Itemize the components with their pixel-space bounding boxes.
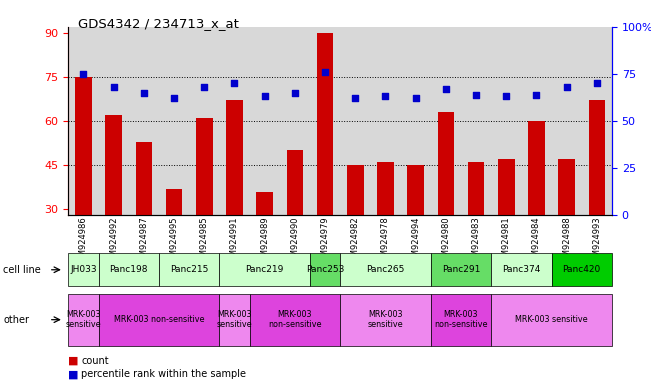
Bar (249, 27, 280, 215)
Text: MRK-003
sensitive: MRK-003 sensitive (368, 310, 403, 329)
Point (441, 86, 451, 92)
Text: JH033: JH033 (70, 265, 97, 274)
Text: MRK-003
sensitive: MRK-003 sensitive (217, 310, 253, 329)
Bar (226, 100, 243, 297)
Point (531, 91, 542, 98)
Bar (559, 159, 575, 297)
Bar (528, 121, 545, 297)
Text: percentile rank within the sample: percentile rank within the sample (81, 369, 246, 379)
Bar (189, 27, 219, 215)
Bar (461, 27, 491, 215)
Bar (129, 27, 159, 215)
Bar (498, 159, 514, 297)
Point (410, 95, 421, 101)
Bar (467, 162, 484, 297)
Bar (256, 192, 273, 297)
Bar (159, 27, 189, 215)
Bar (75, 77, 92, 297)
Point (199, 84, 210, 90)
Point (109, 84, 119, 90)
Point (380, 93, 391, 99)
Bar (377, 162, 394, 297)
Bar (347, 165, 363, 297)
Bar (431, 27, 461, 215)
Bar (589, 100, 605, 297)
Bar (219, 27, 249, 215)
Point (260, 93, 270, 99)
Bar (582, 27, 612, 215)
Text: Panc253: Panc253 (306, 265, 344, 274)
Point (320, 69, 330, 75)
Bar (105, 115, 122, 297)
Bar (310, 27, 340, 215)
Bar (196, 118, 213, 297)
Point (501, 93, 512, 99)
Bar (437, 112, 454, 297)
Text: other: other (3, 314, 29, 325)
Text: Panc265: Panc265 (367, 265, 405, 274)
Text: Panc198: Panc198 (109, 265, 148, 274)
Point (290, 90, 300, 96)
Text: ■: ■ (68, 369, 79, 379)
Point (350, 95, 361, 101)
Bar (400, 27, 431, 215)
Text: MRK-003
sensitive: MRK-003 sensitive (66, 310, 102, 329)
Text: Panc291: Panc291 (442, 265, 480, 274)
Point (78, 71, 89, 77)
Text: GDS4342 / 234713_x_at: GDS4342 / 234713_x_at (78, 17, 239, 30)
Text: Panc219: Panc219 (245, 265, 284, 274)
Text: Panc420: Panc420 (562, 265, 601, 274)
Bar (408, 165, 424, 297)
Bar (68, 27, 98, 215)
Bar (166, 189, 182, 297)
Point (229, 80, 240, 86)
Text: Panc215: Panc215 (170, 265, 208, 274)
Bar (98, 27, 129, 215)
Text: MRK-003 sensitive: MRK-003 sensitive (515, 315, 588, 324)
Point (471, 91, 481, 98)
Bar (370, 27, 400, 215)
Bar (521, 27, 551, 215)
Point (561, 84, 572, 90)
Text: count: count (81, 356, 109, 366)
Point (592, 80, 602, 86)
Bar (286, 151, 303, 297)
Text: MRK-003
non-sensitive: MRK-003 non-sensitive (434, 310, 488, 329)
Bar (135, 142, 152, 297)
Text: cell line: cell line (3, 265, 41, 275)
Point (169, 95, 179, 101)
Text: MRK-003
non-sensitive: MRK-003 non-sensitive (268, 310, 322, 329)
Text: MRK-003 non-sensitive: MRK-003 non-sensitive (114, 315, 204, 324)
Bar (340, 27, 370, 215)
Text: Panc374: Panc374 (502, 265, 540, 274)
Point (139, 90, 149, 96)
Bar (280, 27, 310, 215)
Bar (491, 27, 521, 215)
Bar (551, 27, 582, 215)
Text: ■: ■ (68, 356, 79, 366)
Bar (317, 33, 333, 297)
